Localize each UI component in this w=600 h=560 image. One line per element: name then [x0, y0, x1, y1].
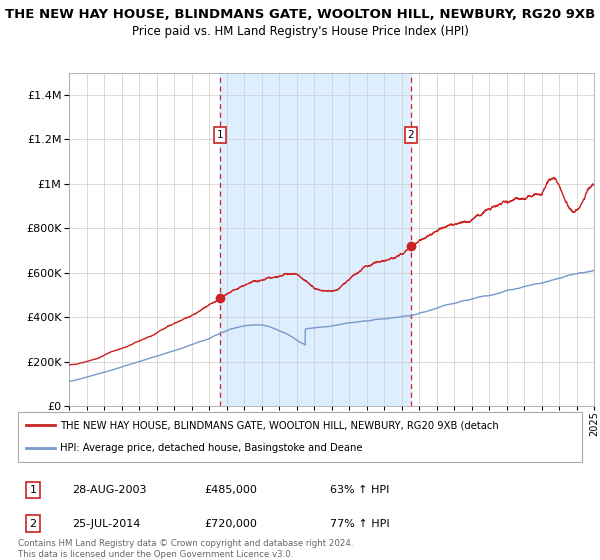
- Text: 25-JUL-2014: 25-JUL-2014: [72, 519, 140, 529]
- Bar: [220, 73, 411, 406]
- Text: Contains HM Land Registry data © Crown copyright and database right 2024.
This d: Contains HM Land Registry data © Crown c…: [18, 539, 353, 559]
- Text: 2: 2: [407, 130, 414, 140]
- Text: 77% ↑ HPI: 77% ↑ HPI: [330, 519, 389, 529]
- Text: Price paid vs. HM Land Registry's House Price Index (HPI): Price paid vs. HM Land Registry's House …: [131, 25, 469, 38]
- Text: 2: 2: [29, 519, 37, 529]
- Text: £720,000: £720,000: [204, 519, 257, 529]
- Text: THE NEW HAY HOUSE, BLINDMANS GATE, WOOLTON HILL, NEWBURY, RG20 9XB (detach: THE NEW HAY HOUSE, BLINDMANS GATE, WOOLT…: [60, 420, 499, 430]
- Text: 1: 1: [29, 485, 37, 495]
- Text: 63% ↑ HPI: 63% ↑ HPI: [330, 485, 389, 495]
- Text: 1: 1: [217, 130, 223, 140]
- Text: 28-AUG-2003: 28-AUG-2003: [72, 485, 146, 495]
- Text: THE NEW HAY HOUSE, BLINDMANS GATE, WOOLTON HILL, NEWBURY, RG20 9XB: THE NEW HAY HOUSE, BLINDMANS GATE, WOOLT…: [5, 8, 595, 21]
- FancyBboxPatch shape: [18, 412, 582, 462]
- Text: HPI: Average price, detached house, Basingstoke and Deane: HPI: Average price, detached house, Basi…: [60, 444, 363, 454]
- Text: £485,000: £485,000: [204, 485, 257, 495]
